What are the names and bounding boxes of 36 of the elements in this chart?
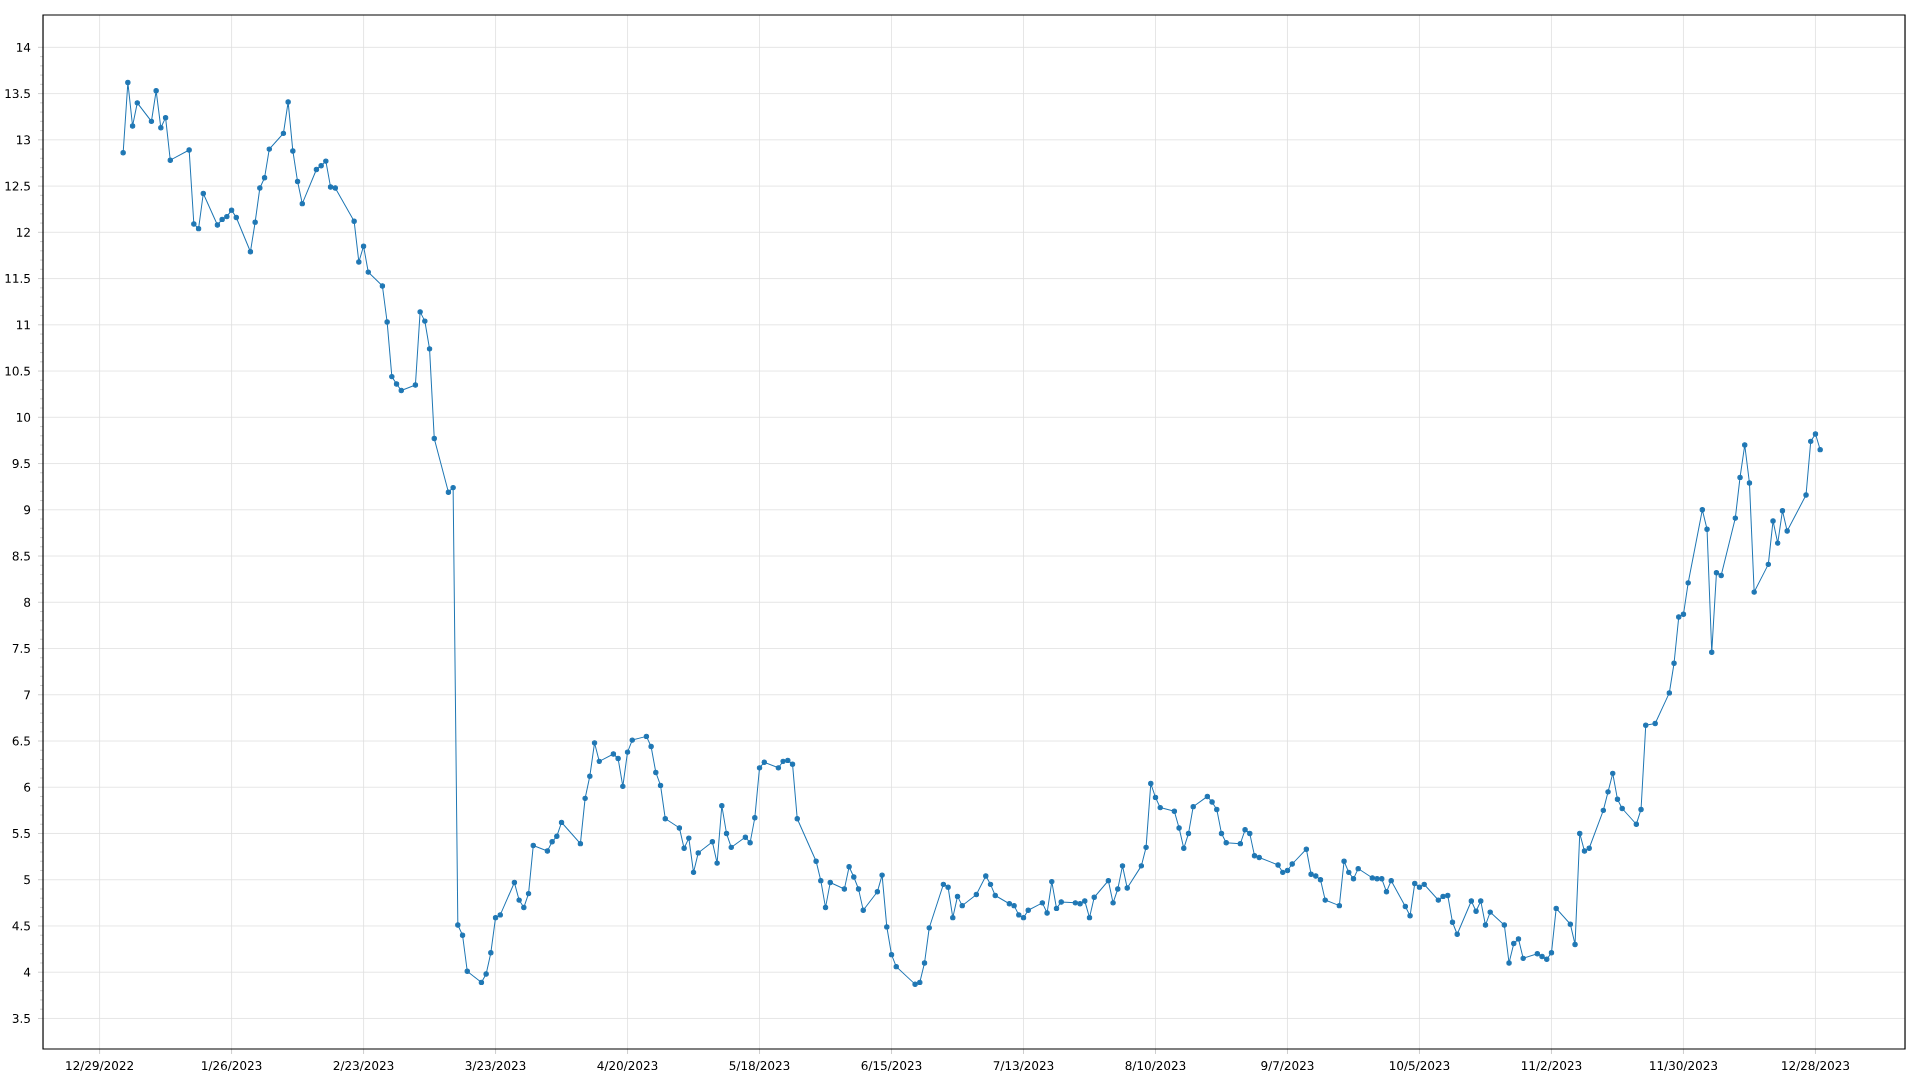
y-tick-label: 9: [24, 505, 31, 515]
y-tick-label: 7.5: [12, 644, 30, 653]
x-tick-label: 4/20/2023: [597, 1061, 658, 1072]
y-tick-label: 8: [24, 597, 31, 607]
x-tick-label: 10/5/2023: [1390, 1061, 1450, 1072]
x-tick-label: 5/18/2023: [729, 1061, 790, 1072]
y-tick-label: 9.5: [12, 459, 30, 469]
x-tick-label: 1/26/2023: [202, 1061, 262, 1072]
y-tick-label: 13.5: [5, 89, 30, 99]
y-tick-label: 5: [24, 875, 30, 885]
x-tick-label: 11/2/2023: [1522, 1061, 1582, 1072]
y-tick-label: 10.5: [5, 366, 30, 376]
y-tick-label: 5.5: [12, 829, 30, 838]
x-tick-label: 12/28/2023: [1782, 1061, 1850, 1072]
y-tick-label: 6.5: [12, 736, 30, 746]
y-tick-label: 11.5: [5, 274, 30, 284]
y-tick-label: 10: [16, 412, 31, 422]
y-tick-label: 4.5: [12, 921, 30, 931]
x-tick-label: 7/13/2023: [993, 1061, 1054, 1072]
y-tick-label: 11: [16, 320, 30, 330]
y-tick-label: 7: [24, 690, 30, 700]
x-tick-label: 11/30/2023: [1650, 1061, 1718, 1072]
y-tick-label: 4: [23, 967, 31, 977]
y-tick-label: 6: [24, 782, 31, 792]
y-tick-label: 8.5: [12, 551, 30, 561]
x-tick-label: 9/7/2023: [1261, 1061, 1314, 1072]
y-tick-label: 12.5: [5, 181, 30, 191]
x-tick-label: 8/10/2023: [1125, 1061, 1186, 1072]
y-tick-label: 12: [16, 227, 30, 237]
x-tick-label: 3/23/2023: [465, 1061, 526, 1072]
x-tick-label: 12/29/2022: [66, 1061, 133, 1072]
y-tick-label: 14: [16, 42, 31, 52]
x-tick-label: 2/23/2023: [333, 1061, 394, 1072]
y-tick-label: 13: [16, 135, 30, 145]
x-tick-label: 6/15/2023: [861, 1061, 922, 1072]
y-tick-label: 3.5: [12, 1013, 30, 1023]
